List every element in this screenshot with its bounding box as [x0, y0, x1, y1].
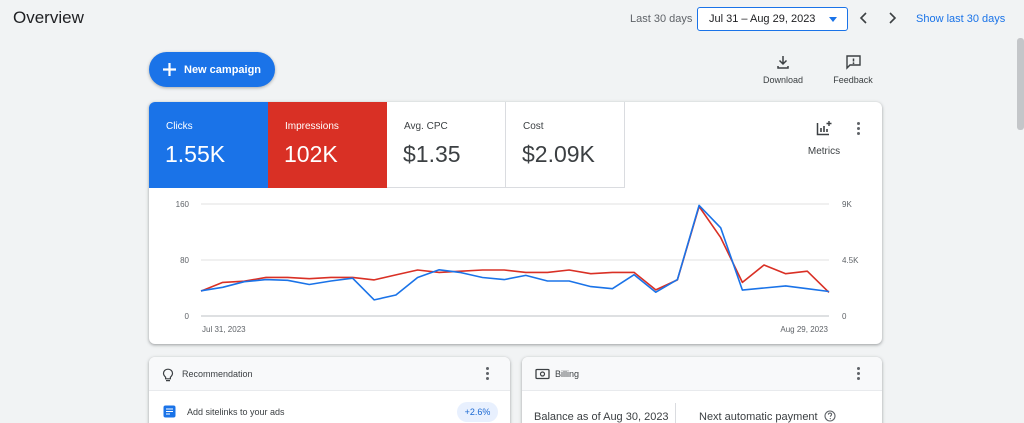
series-line-clicks: [200, 204, 830, 301]
next-period-button[interactable]: [883, 9, 901, 27]
metrics-label: Metrics: [807, 146, 841, 157]
y-left-tick-label: 0: [185, 312, 190, 321]
download-button[interactable]: Download: [757, 54, 809, 88]
more-options-icon[interactable]: [853, 122, 863, 138]
performance-chart: 160 9K 80 4.5K 0 0 Jul 31, 2023 Aug 29, 2023: [176, 200, 859, 334]
date-range-select[interactable]: Jul 31 – Aug 29, 2023: [697, 7, 848, 31]
sitelinks-icon: [163, 405, 176, 418]
download-label: Download: [762, 75, 804, 85]
scrollbar-thumb[interactable]: [1017, 38, 1024, 130]
billing-title: Billing: [555, 369, 580, 379]
metric-name: Impressions: [285, 121, 339, 132]
recommendation-header: [149, 357, 510, 391]
top-bar: Overview Last 30 days Jul 31 – Aug 29, 2…: [0, 0, 1024, 38]
feedback-label: Feedback: [833, 75, 873, 85]
metric-tile-impressions[interactable]: Impressions 102K: [268, 102, 387, 188]
date-range-value: Jul 31 – Aug 29, 2023: [709, 13, 816, 25]
date-range-label: Last 30 days: [630, 13, 693, 25]
y-left-tick-label: 160: [176, 200, 190, 209]
metric-tile-cost[interactable]: Cost $2.09K: [506, 102, 625, 188]
metrics-button[interactable]: Metrics: [801, 120, 847, 157]
x-start-label: Jul 31, 2023: [202, 325, 246, 334]
chart-labels: 160 9K 80 4.5K 0 0 Jul 31, 2023 Aug 29, 2023: [176, 200, 859, 334]
divider: [675, 403, 676, 423]
download-icon: [777, 56, 789, 69]
page-title: Overview: [13, 8, 84, 27]
feedback-icon: [845, 55, 861, 70]
uplift-badge: +2.6%: [457, 402, 498, 422]
feedback-button[interactable]: Feedback: [827, 54, 879, 88]
metric-name: Cost: [523, 121, 544, 132]
billing-header: [522, 357, 882, 391]
help-icon[interactable]: [824, 410, 836, 422]
metric-value: $2.09K: [522, 141, 595, 167]
previous-period-button[interactable]: [855, 9, 873, 27]
next-payment-label: Next automatic payment: [699, 411, 818, 423]
balance-label: Balance as of Aug 30, 2023: [534, 411, 669, 423]
plus-icon: [163, 63, 176, 76]
y-right-tick-label: 0: [842, 312, 847, 321]
metric-value: 1.55K: [165, 141, 226, 167]
metric-name: Clicks: [166, 121, 193, 132]
metric-tile-avg-cpc[interactable]: Avg. CPC $1.35: [387, 102, 506, 188]
money-icon: [535, 368, 550, 380]
show-last-30-days-link[interactable]: Show last 30 days: [916, 13, 1006, 25]
y-right-tick-label: 9K: [842, 200, 852, 209]
performance-card: Clicks 1.55K Impressions 102K Avg. CPC $…: [149, 102, 882, 344]
recommendation-title: Recommendation: [182, 369, 253, 379]
new-campaign-label: New campaign: [184, 64, 262, 76]
metric-tile-clicks[interactable]: Clicks 1.55K: [149, 102, 268, 188]
chart-grid: [201, 203, 829, 317]
caret-down-icon: [829, 17, 837, 22]
add-chart-icon: [816, 121, 831, 136]
metric-name: Avg. CPC: [404, 121, 448, 132]
recommendation-item-text[interactable]: Add sitelinks to your ads: [187, 407, 285, 417]
more-options-icon[interactable]: [482, 367, 492, 383]
y-right-tick-label: 4.5K: [842, 256, 859, 265]
metric-value: $1.35: [403, 141, 461, 167]
more-options-icon[interactable]: [853, 367, 863, 383]
metric-value: 102K: [284, 141, 338, 167]
recommendation-card: Recommendation Add sitelinks to your ads…: [149, 357, 510, 423]
billing-card: Billing Balance as of Aug 30, 2023 Next …: [522, 357, 882, 423]
chevron-right-icon: [889, 12, 897, 24]
chevron-left-icon: [859, 12, 867, 24]
series-line-impressions: [200, 205, 830, 293]
lightbulb-icon: [162, 368, 174, 382]
chart-series: [200, 204, 830, 301]
y-left-tick-label: 80: [180, 256, 189, 265]
new-campaign-button[interactable]: New campaign: [149, 52, 275, 87]
x-end-label: Aug 29, 2023: [780, 325, 828, 334]
